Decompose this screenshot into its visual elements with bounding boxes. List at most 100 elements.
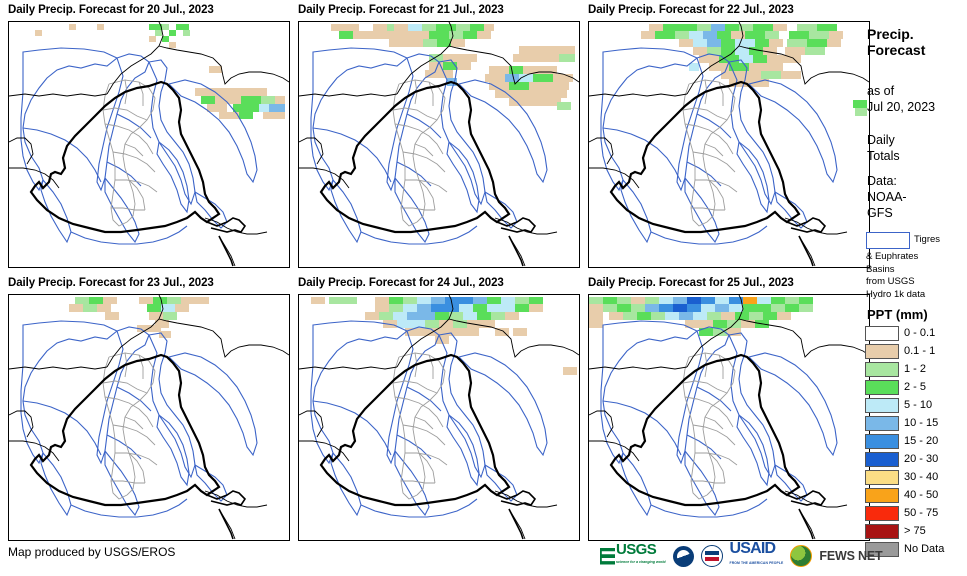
- legend-row: 5 - 10: [865, 396, 944, 414]
- iraq-border-3: [609, 80, 801, 234]
- noaa-bird-icon: [676, 549, 690, 563]
- sidebar-asof: as of Jul 20, 2023: [867, 83, 935, 115]
- river-basins-2: [310, 47, 548, 245]
- legend-label: 0.1 - 1: [904, 345, 936, 357]
- daily-line1: Daily: [867, 133, 895, 147]
- legend-swatch-icon: [865, 469, 899, 485]
- legend-swatch-icon: [865, 541, 899, 557]
- admin-boundaries-5: [392, 352, 448, 500]
- panel-title-5: Daily Precip. Forecast for 24 Jul., 2023: [298, 277, 504, 289]
- basin-legend: Tigres & Euphrates Basins from USGS Hydr…: [866, 232, 966, 300]
- map-panel-grid: Daily Precip. Forecast for 20 Jul., 2023: [8, 4, 870, 541]
- neighbor-borders-6: [589, 295, 869, 540]
- usgs-tagline: science for a changing world: [616, 560, 666, 564]
- fewsnet-globe-icon[interactable]: [790, 545, 813, 567]
- iraq-border-4: [29, 353, 221, 507]
- legend-row: 1 - 2: [865, 360, 944, 378]
- usgs-logo[interactable]: USGS science for a changing world: [600, 542, 666, 569]
- basin-line3: Basins: [866, 263, 895, 275]
- basin-line4: from USGS: [866, 276, 915, 287]
- panel-title-6: Daily Precip. Forecast for 25 Jul., 2023: [588, 277, 794, 289]
- precip-cells-6: [589, 297, 813, 336]
- panel-frame-3[interactable]: [588, 21, 870, 268]
- legend-label: 2 - 5: [904, 381, 927, 393]
- coastline-6: [786, 490, 827, 540]
- sidebar: Precip. Forecast as of Jul 20, 2023 Dail…: [862, 0, 967, 576]
- legend-row: 15 - 20: [865, 432, 944, 450]
- legend-swatch-icon: [865, 361, 899, 377]
- usaid-logo-text[interactable]: USAID FROM THE AMERICAN PEOPLE: [729, 541, 784, 570]
- legend-title: PPT (mm): [867, 307, 928, 322]
- data-label: Data:: [867, 174, 897, 188]
- iraq-border-2: [319, 80, 511, 234]
- legend-row: > 75: [865, 522, 944, 540]
- legend-label: 15 - 20: [904, 435, 939, 447]
- legend-swatch-icon: [865, 523, 899, 539]
- noaa-logo[interactable]: [672, 545, 694, 567]
- legend-swatch-icon: [865, 325, 899, 341]
- legend-label: 1 - 2: [904, 363, 927, 375]
- panel-frame-6[interactable]: [588, 294, 870, 541]
- precip-cells-4: [69, 297, 209, 338]
- precip-map-5: [299, 295, 579, 540]
- panel-frame-4[interactable]: [8, 294, 290, 541]
- basin-line2: & Euphrates: [866, 251, 919, 262]
- fewsnet-logo-text[interactable]: FEWS NET: [819, 549, 883, 563]
- panel-title-4: Daily Precip. Forecast for 23 Jul., 2023: [8, 277, 214, 289]
- precip-map-1: [9, 22, 289, 267]
- panel-frame-5[interactable]: [298, 294, 580, 541]
- legend-label: > 75: [904, 525, 926, 537]
- neighbor-borders-1: [9, 22, 289, 267]
- precip-map-6: [589, 295, 869, 540]
- asof-label: as of: [867, 84, 895, 98]
- legend-label: 10 - 15: [904, 417, 939, 429]
- usaid-bar-blue: [704, 551, 719, 555]
- legend-row: 0.1 - 1: [865, 342, 944, 360]
- data-source-line2: GFS: [867, 206, 893, 220]
- legend-label: 40 - 50: [904, 489, 939, 501]
- legend-swatch-icon: [865, 379, 899, 395]
- river-basins-4: [20, 320, 258, 518]
- legend-label: 30 - 40: [904, 471, 939, 483]
- legend-swatch-icon: [865, 487, 899, 503]
- usaid-tagline: FROM THE AMERICAN PEOPLE: [729, 561, 784, 565]
- partner-logos: USGS science for a changing world USAID FR…: [600, 541, 883, 571]
- admin-boundaries-3: [682, 79, 738, 227]
- usgs-logo-text: USGS science for a changing world: [616, 542, 666, 569]
- neighbor-borders-3: [589, 22, 869, 267]
- legend-label: 50 - 75: [904, 507, 939, 519]
- legend-swatch-icon: [865, 415, 899, 431]
- precip-map-2: [299, 22, 579, 267]
- usgs-wave-icon: [600, 547, 615, 565]
- legend-swatch-icon: [865, 433, 899, 449]
- legend-label: 5 - 10: [904, 399, 933, 411]
- map-credit: Map produced by USGS/EROS: [8, 545, 176, 559]
- legend-row: No Data: [865, 540, 944, 558]
- iraq-border-1: [29, 80, 221, 234]
- legend-swatch-icon: [865, 343, 899, 359]
- usaid-seal-icon[interactable]: [700, 545, 723, 567]
- panel-frame-2[interactable]: [298, 21, 580, 268]
- basin-line5: Hydro 1k data: [866, 288, 926, 300]
- river-basins-6: [600, 320, 838, 518]
- basin-swatch-icon: [866, 232, 910, 249]
- sidebar-data-source: Data: NOAA- GFS: [867, 173, 907, 221]
- panel-title-1: Daily Precip. Forecast for 20 Jul., 2023: [8, 4, 214, 16]
- coastline-2: [496, 217, 537, 267]
- legend-row: 30 - 40: [865, 468, 944, 486]
- legend-label: 20 - 30: [904, 453, 939, 465]
- precip-map-3: [589, 22, 869, 267]
- panel-title-2: Daily Precip. Forecast for 21 Jul., 2023: [298, 4, 504, 16]
- legend-label: No Data: [904, 543, 945, 555]
- legend-label: 0 - 0.1: [904, 327, 936, 339]
- river-basins-1: [20, 47, 258, 245]
- iraq-border-5: [319, 353, 511, 507]
- legend-row: 10 - 15: [865, 414, 944, 432]
- precip-cells-3: [641, 24, 867, 116]
- daily-line2: Totals: [867, 149, 900, 163]
- asof-date: Jul 20, 2023: [867, 100, 936, 114]
- basin-label: Tigres: [914, 234, 941, 245]
- river-basins-5: [310, 320, 548, 518]
- legend-row: 2 - 5: [865, 378, 944, 396]
- panel-frame-1[interactable]: [8, 21, 290, 268]
